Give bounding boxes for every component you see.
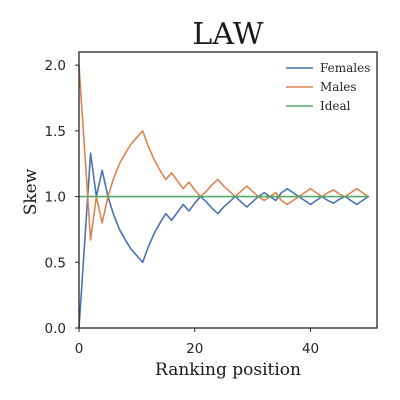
- legend-label-males: Males: [320, 80, 357, 94]
- chart-title: LAW: [192, 17, 263, 52]
- x-tick-label: 0: [75, 341, 84, 357]
- y-tick-label: 1.0: [45, 190, 66, 206]
- y-tick-label: 2.0: [45, 58, 66, 74]
- y-tick-label: 1.5: [45, 124, 66, 140]
- y-tick-label: 0.0: [45, 321, 66, 337]
- y-axis-label: Skew: [21, 168, 41, 215]
- y-tick-label: 0.5: [45, 255, 66, 271]
- x-tick-label: 40: [302, 341, 319, 357]
- axis-ticks: 0 20 40 0.0 0.5 1.0 1.5 2.0: [45, 58, 320, 357]
- legend-label-ideal: Ideal: [320, 99, 351, 113]
- legend: Females Males Ideal: [286, 61, 370, 113]
- axes-frame: [78, 51, 378, 329]
- x-tick-label: 20: [186, 341, 203, 357]
- x-axis-label: Ranking position: [155, 360, 301, 380]
- plot-area: [78, 64, 370, 329]
- legend-label-females: Females: [320, 61, 370, 75]
